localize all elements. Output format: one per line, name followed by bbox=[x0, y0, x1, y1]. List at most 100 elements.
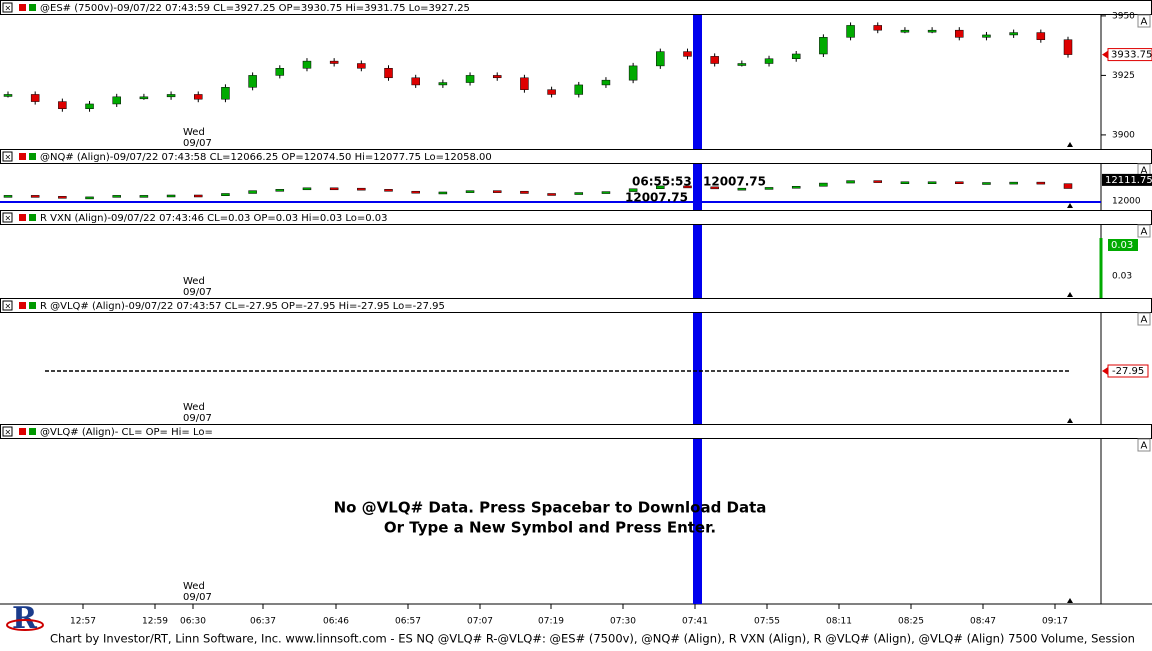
candle bbox=[194, 194, 203, 198]
color-icon bbox=[29, 428, 36, 435]
last-price-box bbox=[1107, 364, 1149, 378]
last-price: -27.95 bbox=[1112, 366, 1144, 377]
candle bbox=[1063, 39, 1073, 55]
candle bbox=[955, 29, 964, 38]
close-button[interactable] bbox=[2, 300, 13, 311]
candle bbox=[873, 25, 882, 31]
color-icon bbox=[19, 214, 26, 221]
scale-button-label: A bbox=[1141, 227, 1148, 238]
candle bbox=[846, 180, 855, 184]
candle bbox=[520, 77, 529, 90]
time-label: 06:57 bbox=[395, 617, 421, 627]
candle bbox=[927, 181, 937, 184]
close-button[interactable] bbox=[2, 2, 13, 13]
candle bbox=[384, 189, 393, 192]
candle bbox=[112, 195, 121, 198]
candle bbox=[764, 58, 774, 64]
time-label: 08:25 bbox=[898, 617, 924, 627]
close-icon: × bbox=[5, 428, 12, 437]
time-label: 08:11 bbox=[826, 617, 852, 627]
y-tick-label: 3900 bbox=[1112, 130, 1135, 140]
scale-button[interactable] bbox=[1137, 438, 1151, 452]
time-label: 07:19 bbox=[538, 617, 564, 627]
time-label: 12:59 bbox=[142, 617, 168, 627]
y-tick-label: 3925 bbox=[1112, 71, 1135, 81]
candle bbox=[710, 56, 719, 64]
close-icon: × bbox=[5, 153, 12, 162]
color-icon bbox=[19, 428, 26, 435]
color-icon bbox=[29, 214, 36, 221]
last-price-box bbox=[1102, 173, 1152, 186]
candle bbox=[384, 68, 393, 79]
day-label: 09/07 bbox=[183, 413, 212, 424]
close-icon: × bbox=[5, 4, 12, 13]
candle bbox=[819, 182, 828, 187]
candle bbox=[112, 96, 121, 105]
candle bbox=[275, 68, 285, 76]
time-label: 12:57 bbox=[70, 617, 96, 627]
candle bbox=[982, 182, 991, 185]
candle bbox=[791, 186, 801, 189]
candle bbox=[58, 196, 67, 199]
time-label: 07:30 bbox=[610, 617, 636, 627]
day-label: Wed bbox=[183, 276, 205, 287]
pane-header-text: @NQ# (Align)-09/07/22 07:43:58 CL=12066.… bbox=[40, 152, 492, 163]
candle bbox=[329, 60, 339, 64]
scale-button[interactable] bbox=[1137, 224, 1151, 238]
candle bbox=[302, 60, 312, 69]
candle bbox=[58, 101, 67, 109]
candle bbox=[900, 181, 910, 184]
candle bbox=[900, 29, 910, 33]
candle bbox=[520, 190, 529, 194]
candle bbox=[3, 94, 13, 97]
candle bbox=[547, 193, 556, 196]
candle bbox=[166, 194, 176, 198]
candle bbox=[438, 82, 448, 86]
candle bbox=[547, 89, 556, 95]
day-label: Wed bbox=[183, 402, 205, 413]
candle bbox=[492, 75, 502, 79]
close-button[interactable] bbox=[2, 426, 13, 437]
candle bbox=[411, 190, 420, 194]
close-button[interactable] bbox=[2, 212, 13, 223]
candle bbox=[764, 187, 774, 190]
candle bbox=[574, 84, 584, 95]
candle bbox=[656, 185, 665, 189]
footer: Chart by Investor/RT, Linn Software, Inc… bbox=[50, 632, 1135, 646]
logo: R bbox=[6, 601, 44, 636]
close-icon: × bbox=[5, 302, 12, 311]
candle bbox=[846, 25, 855, 38]
pane-marker bbox=[1067, 598, 1073, 603]
time-label: 08:47 bbox=[970, 617, 996, 627]
candle bbox=[329, 187, 339, 191]
cursor-price: 12007.75 bbox=[625, 191, 688, 205]
scale-button-label: A bbox=[1141, 315, 1148, 326]
cursor-price: 12007.75 bbox=[703, 175, 766, 189]
logo-swoosh bbox=[6, 619, 44, 631]
pane-header-text: R VXN (Align)-09/07/22 07:43:46 CL=0.03 … bbox=[40, 213, 388, 224]
y-tick-label: 0.03 bbox=[1112, 272, 1132, 282]
candle bbox=[275, 189, 285, 192]
candle bbox=[221, 87, 230, 100]
color-icon bbox=[29, 302, 36, 309]
time-label: 07:55 bbox=[754, 617, 780, 627]
last-price-arrow bbox=[1102, 367, 1108, 375]
candle bbox=[737, 63, 747, 66]
scale-button-label: A bbox=[1141, 17, 1148, 28]
pane-marker bbox=[1067, 203, 1073, 208]
candle bbox=[1009, 32, 1018, 36]
candle bbox=[85, 103, 94, 109]
time-label: 06:30 bbox=[180, 617, 206, 627]
candle bbox=[955, 181, 964, 184]
candle bbox=[221, 193, 230, 196]
cursor-time: 06:55:53 bbox=[632, 175, 692, 189]
scale-button[interactable] bbox=[1137, 14, 1151, 28]
time-label: 07:07 bbox=[467, 617, 493, 627]
candle bbox=[656, 51, 665, 67]
pane-marker bbox=[1067, 418, 1073, 423]
candle bbox=[737, 187, 747, 191]
close-button[interactable] bbox=[2, 151, 13, 162]
last-price: 12111.75 bbox=[1105, 175, 1152, 186]
scale-button[interactable] bbox=[1137, 312, 1151, 326]
